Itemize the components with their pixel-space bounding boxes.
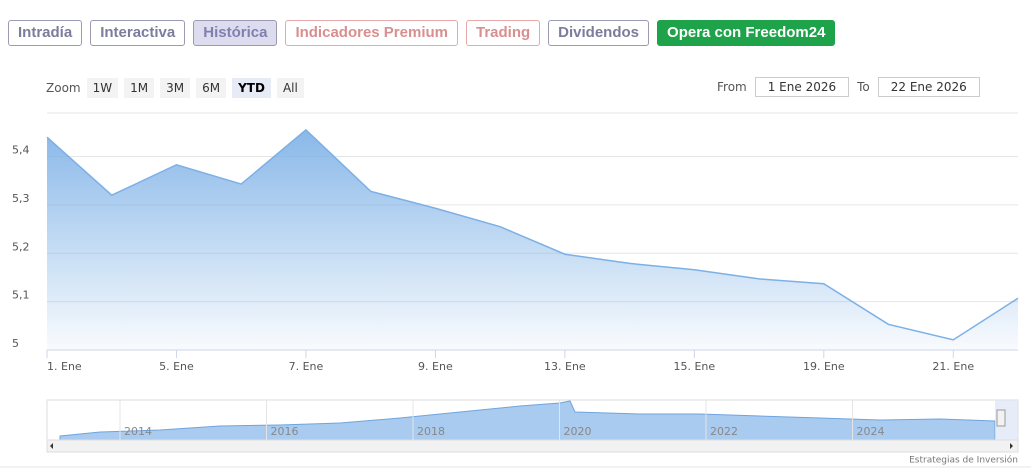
navigator-label: 2014 [124,425,152,438]
y-tick-label: 5,4 [12,144,30,157]
x-tick-label: 9. Ene [418,360,453,373]
y-tick-label: 5,2 [12,240,30,253]
x-tick-label: 15. Ene [673,360,715,373]
x-tick-label: 1. Ene [47,360,82,373]
tab[interactable]: Histórica [193,20,278,46]
navigator-handle[interactable] [996,409,1006,427]
y-tick-label: 5,3 [12,192,30,205]
tab[interactable]: Intradía [8,20,83,46]
zoom-button[interactable]: All [276,78,304,98]
x-tick-label: 5. Ene [159,360,194,373]
navigator-label: 2020 [564,425,592,438]
tab-bar: Intradía Interactiva Histórica Indicadores … [8,20,836,46]
from-input[interactable]: 1 Ene 2026 [754,77,850,97]
line [46,128,1019,341]
zoom-button[interactable]: YTD [232,78,271,98]
tab[interactable]: Indicadores Premium [285,20,458,46]
to-label: To [857,80,870,94]
navigator-label: 2016 [271,425,299,438]
scrollbar[interactable] [46,439,1019,453]
navigator-label: 2024 [857,425,885,438]
navigator-area [59,400,996,441]
tab[interactable]: Dividendos [548,20,650,46]
y-tick-label: 5 [12,337,19,350]
scroll-right[interactable] [1010,443,1013,449]
x-tick-label: 21. Ene [932,360,974,373]
zoom-button[interactable]: 1M [124,78,155,98]
tab[interactable]: Interactiva [90,20,186,46]
scroll-left[interactable] [50,443,53,449]
zoom-button[interactable]: 3M [160,78,191,98]
x-tick-label: 19. Ene [803,360,845,373]
zoom-label: Zoom [46,81,81,95]
x-tick-label: 13. Ene [544,360,586,373]
navigator-label: 2022 [710,425,738,438]
navigator-label: 2018 [417,425,445,438]
zoom-button[interactable]: 1W [86,78,119,98]
y-tick-label: 5,1 [12,289,30,302]
date-range: From 1 Ene 2026 To 22 Ene 2026 [717,77,980,97]
credit: Estrategias de Inversión [909,455,1018,466]
to-input[interactable]: 22 Ene 2026 [877,77,980,97]
x-tick-label: 7. Ene [289,360,324,373]
tab[interactable]: Opera con Freedom24 [657,20,836,46]
tab[interactable]: Trading [466,20,541,46]
zoom-button[interactable]: 6M [196,78,227,98]
zoom-bar: Zoom 1W 1M 3M 6M YTD All [46,78,304,98]
from-label: From [717,80,747,94]
area-fill [47,129,1018,350]
